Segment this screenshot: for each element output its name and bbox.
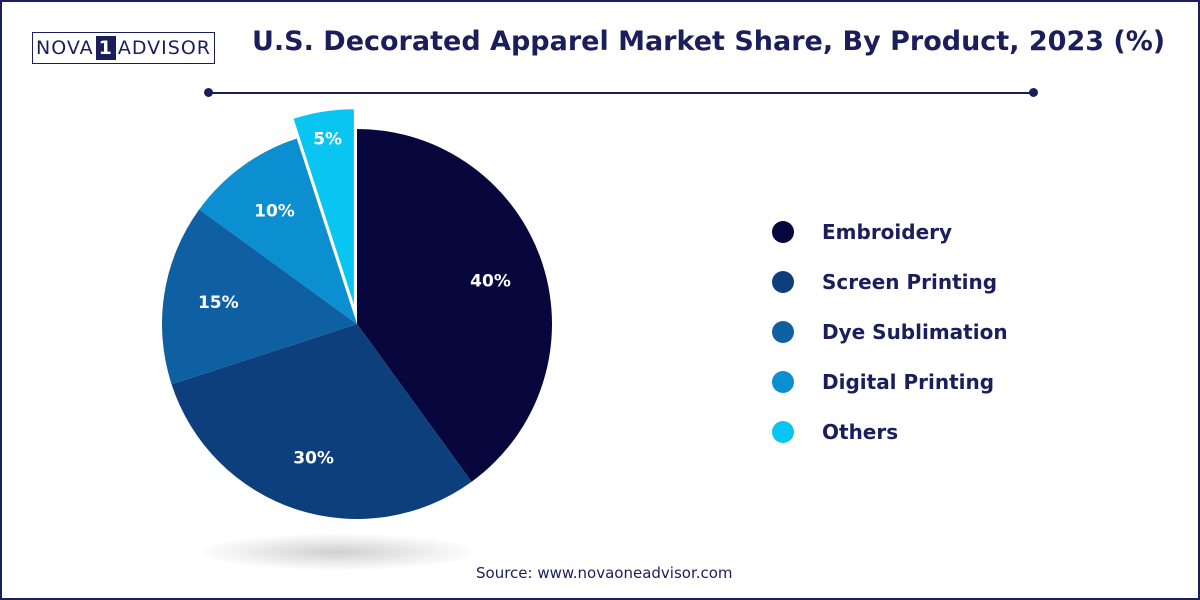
legend-label: Dye Sublimation xyxy=(822,320,1008,344)
pie-slice-others xyxy=(293,109,354,305)
slice-label-dye-sublimation: 15% xyxy=(198,293,239,313)
legend-item-digital-printing: Digital Printing xyxy=(772,357,1008,407)
legend-label: Others xyxy=(822,420,899,444)
slice-label-digital-printing: 10% xyxy=(254,201,295,221)
logo-text-one: 1 xyxy=(95,36,116,60)
pie-shadow xyxy=(202,534,472,570)
legend-label: Screen Printing xyxy=(822,270,998,294)
legend-swatch xyxy=(772,221,794,243)
chart-title: U.S. Decorated Apparel Market Share, By … xyxy=(252,26,1166,57)
logo-text-advisor: ADVISOR xyxy=(117,37,211,59)
legend-item-others: Others xyxy=(772,407,1008,457)
rule-right-dot xyxy=(1029,88,1038,97)
chart-legend: Embroidery Screen Printing Dye Sublimation… xyxy=(772,207,1008,457)
pie-slice-screen-printing xyxy=(171,324,472,519)
legend-label: Digital Printing xyxy=(822,370,995,394)
logo-text-nova: NOVA xyxy=(36,37,94,59)
pie-slice-embroidery xyxy=(357,129,553,482)
legend-swatch xyxy=(772,371,794,393)
legend-swatch xyxy=(772,321,794,343)
legend-item-dye-sublimation: Dye Sublimation xyxy=(772,307,1008,357)
slice-label-embroidery: 40% xyxy=(470,272,511,292)
legend-item-embroidery: Embroidery xyxy=(772,207,1008,257)
legend-label: Embroidery xyxy=(822,220,953,244)
title-divider xyxy=(208,92,1034,94)
nova-one-advisor-logo: NOVA 1 ADVISOR xyxy=(32,32,215,64)
pie-slice-dye-sublimation xyxy=(162,209,357,385)
legend-swatch xyxy=(772,271,794,293)
slice-label-others: 5% xyxy=(313,130,342,150)
legend-swatch xyxy=(772,421,794,443)
pie-slice-digital-printing xyxy=(199,138,357,324)
legend-item-screen-printing: Screen Printing xyxy=(772,257,1008,307)
slice-label-screen-printing: 30% xyxy=(293,449,334,469)
source-note: Source: www.novaoneadvisor.com xyxy=(476,564,733,582)
